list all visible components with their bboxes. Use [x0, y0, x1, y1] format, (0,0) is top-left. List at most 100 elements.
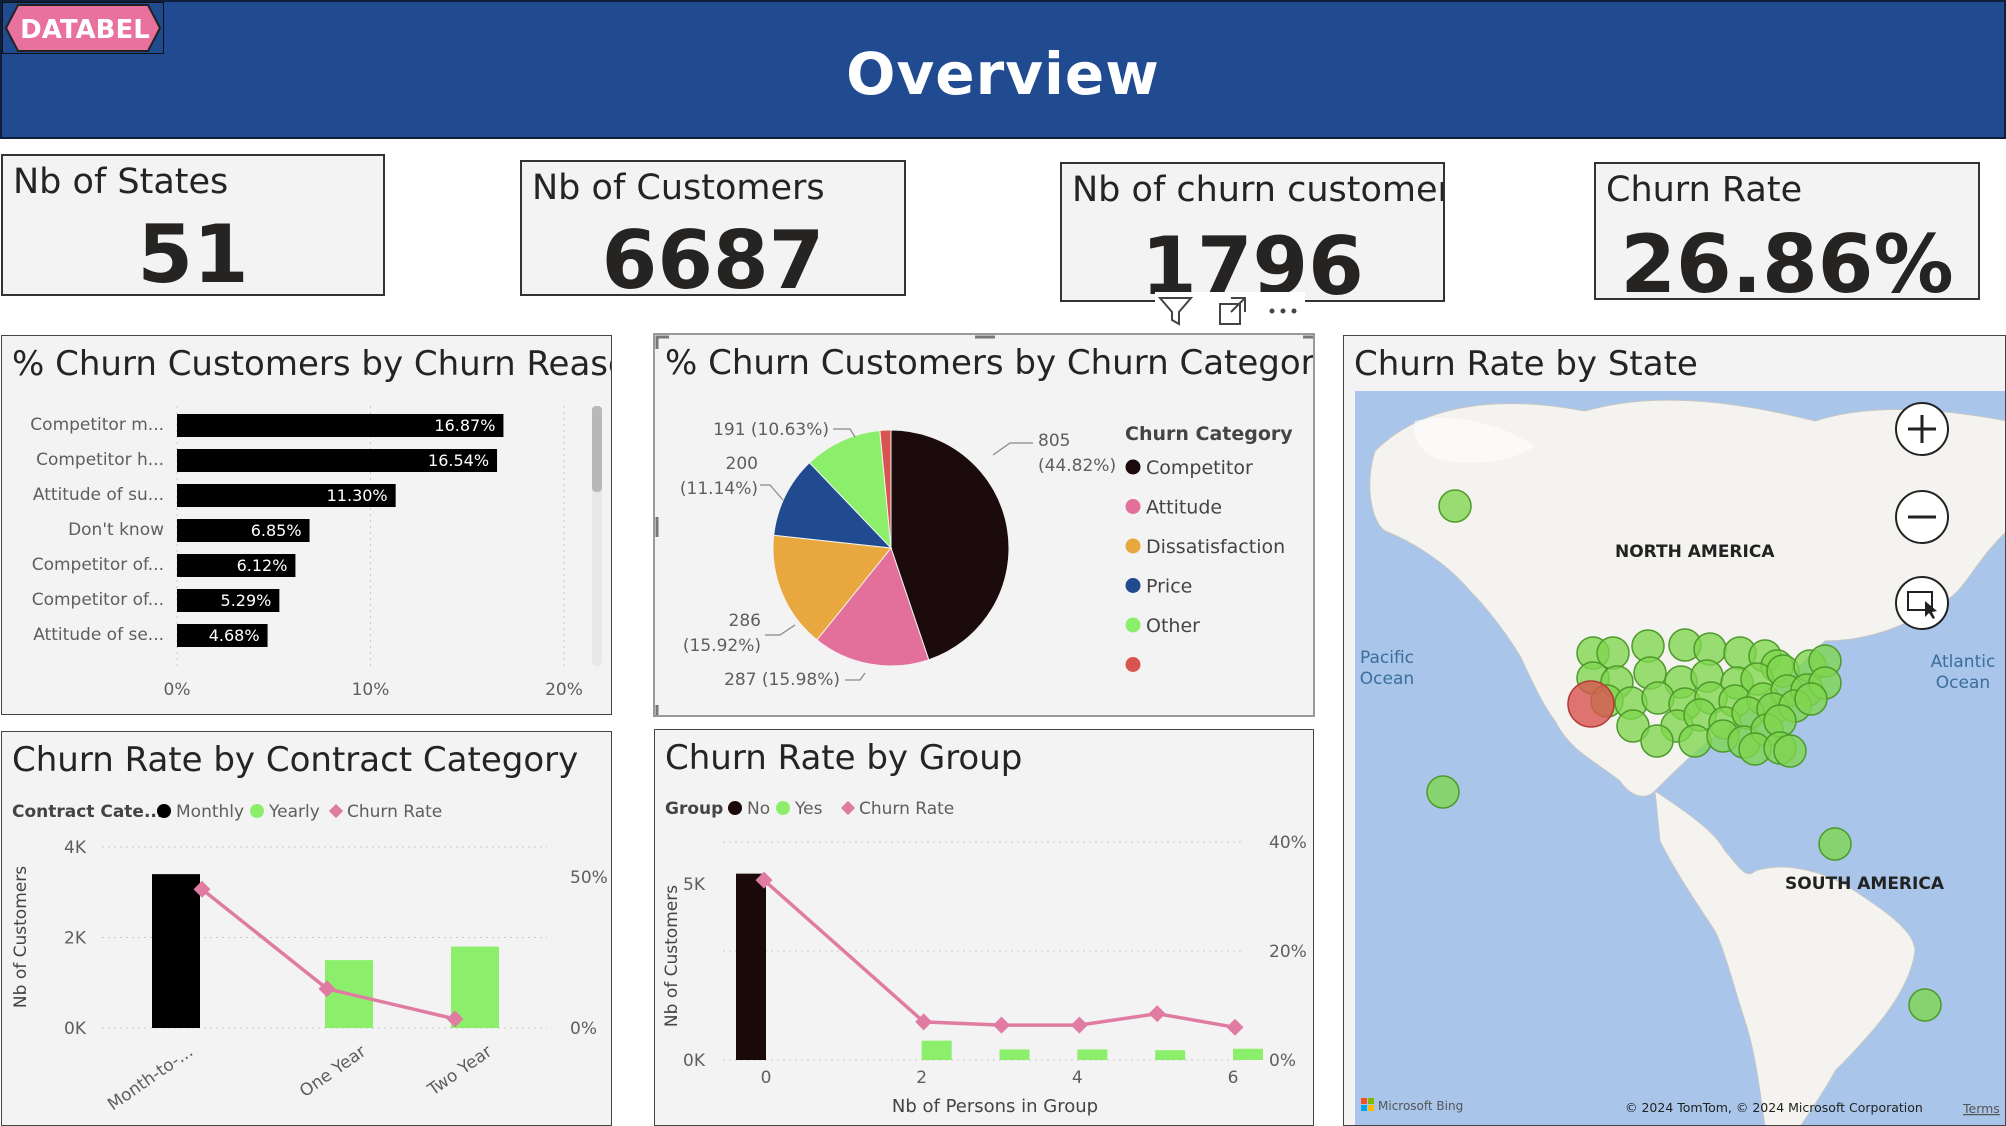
leader-line [833, 428, 856, 438]
y2-tick-label: 20% [1269, 942, 1307, 962]
panel-title: % Churn Customers by Churn Reason [12, 344, 612, 384]
y-axis-title: Nb of Customers [662, 885, 682, 1027]
y2-tick-label: 50% [570, 868, 608, 888]
state-bubble[interactable] [1818, 827, 1852, 861]
bar[interactable] [177, 414, 504, 437]
panel-churn-state-map[interactable]: Churn Rate by State NORTH AMERICA SOUTH … [1343, 335, 2006, 1126]
panel-title: Churn Rate by Group [665, 738, 1023, 778]
zoom-in-button[interactable] [1895, 402, 1949, 456]
x-tick-label: 2 [916, 1068, 927, 1088]
y-tick-label: 0K [683, 1051, 706, 1071]
panel-title: Churn Rate by State [1354, 344, 1698, 384]
bar-value-label: 6.85% [251, 521, 302, 540]
pie-data-label: (44.82%) [1038, 456, 1116, 476]
bar[interactable] [451, 946, 499, 1028]
bar[interactable] [177, 554, 296, 577]
label-north-america: NORTH AMERICA [1615, 542, 1775, 562]
x-tick-label: 10% [352, 680, 390, 700]
pie-slice[interactable] [808, 429, 892, 550]
legend-marker[interactable] [1125, 538, 1141, 554]
bar[interactable] [177, 519, 310, 542]
pie-slice[interactable] [890, 429, 1010, 661]
legend-label[interactable]: No [747, 799, 770, 819]
label-south-america: SOUTH AMERICA [1785, 874, 1945, 894]
legend-label[interactable]: Dissatisfaction [1146, 536, 1285, 558]
state-bubble[interactable] [1438, 489, 1472, 523]
legend-label[interactable]: Attitude [1146, 497, 1222, 519]
label-atlantic: Atlantic [1931, 652, 1996, 672]
x-tick-label: 4 [1072, 1068, 1083, 1088]
state-bubble[interactable] [1678, 724, 1712, 758]
pie-slice[interactable] [773, 461, 893, 549]
bar[interactable] [177, 624, 268, 647]
legend-label[interactable]: Churn Rate [859, 799, 954, 819]
line-point[interactable] [1226, 1018, 1244, 1036]
bar-value-label: 5.29% [221, 591, 272, 610]
legend-marker[interactable] [1125, 578, 1141, 593]
select-region-button[interactable] [1895, 576, 1949, 630]
legend-marker[interactable] [1125, 617, 1141, 633]
legend-marker[interactable] [1125, 499, 1141, 514]
legend-label[interactable]: Monthly [176, 802, 244, 822]
legend-marker[interactable] [1125, 459, 1141, 475]
x-tick-label: Two Year [424, 1042, 496, 1101]
scrollbar-thumb[interactable] [592, 406, 602, 492]
legend-label[interactable]: Other [1146, 615, 1200, 637]
legend-label[interactable]: Price [1146, 576, 1192, 598]
state-bubble[interactable] [1908, 988, 1942, 1022]
state-bubble-high[interactable] [1567, 680, 1615, 728]
line-point[interactable] [915, 1013, 933, 1031]
y-tick-label: 0K [64, 1019, 87, 1039]
bar[interactable] [177, 484, 396, 507]
bar-yes[interactable] [921, 1040, 952, 1060]
pie-data-label: 287 (15.98%) [724, 670, 840, 690]
bar-yes[interactable] [1155, 1050, 1186, 1060]
bar-yes[interactable] [1077, 1049, 1108, 1060]
panel-group[interactable]: Churn Rate by Group Group No Yes Churn Rate… [654, 729, 1314, 1126]
zoom-out-button[interactable] [1895, 490, 1949, 544]
pie-slice[interactable] [879, 429, 892, 549]
pie-slice[interactable] [772, 534, 892, 641]
more-options-icon[interactable] [1269, 308, 1297, 314]
bar-yes[interactable] [999, 1049, 1030, 1060]
state-bubble[interactable] [1426, 775, 1460, 809]
bar-yes[interactable] [1233, 1048, 1263, 1060]
state-bubble[interactable] [1794, 682, 1828, 716]
y-tick-label: 2K [64, 929, 87, 949]
pie-data-label: 200 [726, 454, 758, 474]
terms-link[interactable]: Terms [1962, 1101, 2000, 1116]
panel-churn-reason[interactable]: % Churn Customers by Churn Reason 0% 10% 2… [1, 335, 612, 715]
line-point[interactable] [193, 880, 211, 898]
line-point[interactable] [1070, 1016, 1088, 1034]
bar[interactable] [177, 589, 280, 612]
state-bubble[interactable] [1640, 724, 1674, 758]
legend-label[interactable]: Yearly [268, 802, 320, 822]
state-bubble[interactable] [1616, 709, 1650, 743]
state-bubble[interactable] [1773, 734, 1807, 768]
line-point[interactable] [318, 980, 336, 998]
legend-marker [328, 803, 344, 819]
resize-handles[interactable] [655, 335, 1315, 717]
line-point[interactable] [1148, 1005, 1166, 1023]
map[interactable]: NORTH AMERICA SOUTH AMERICA Pacific Ocea… [1355, 391, 2006, 1126]
bar-value-label: 16.87% [434, 416, 495, 435]
churn-rate-line [762, 878, 1236, 1030]
panel-churn-category[interactable]: % Churn Customers by Churn Category 805 (… [653, 333, 1315, 717]
legend-label[interactable]: Yes [794, 799, 823, 819]
legend-label[interactable]: Competitor [1146, 457, 1253, 479]
legend-marker[interactable] [1125, 657, 1141, 672]
filter-icon[interactable] [1157, 297, 1194, 326]
kpi-value: 6687 [601, 214, 825, 307]
bar[interactable] [177, 449, 498, 472]
pie-slice[interactable] [816, 546, 930, 667]
leader-line [845, 672, 866, 681]
legend-label[interactable]: Churn Rate [347, 802, 442, 822]
focus-mode-icon[interactable] [1219, 297, 1246, 325]
bar-no[interactable] [736, 873, 766, 1060]
bar[interactable] [152, 874, 200, 1028]
line-point[interactable] [755, 871, 773, 889]
line-point[interactable] [446, 1010, 464, 1028]
line-point[interactable] [993, 1016, 1010, 1034]
panel-contract-category[interactable]: Churn Rate by Contract Category Contract… [1, 731, 612, 1126]
bar-category-label: Don't know [68, 520, 164, 540]
